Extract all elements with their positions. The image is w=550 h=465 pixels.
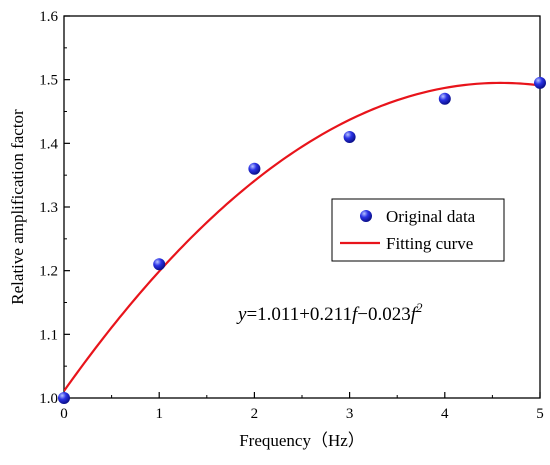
data-point — [534, 76, 546, 89]
x-tick-label: 5 — [536, 406, 544, 422]
legend: Original data Fitting curve — [331, 198, 505, 262]
y-tick-label: 1.0 — [39, 391, 58, 407]
y-tick-label: 1.5 — [39, 73, 58, 89]
y-axis-label: Relative amplification factor — [8, 109, 27, 305]
data-point — [153, 258, 166, 271]
eq-y-var: y — [236, 304, 247, 325]
x-tick-label: 0 — [60, 406, 68, 422]
y-tick-label: 1.6 — [39, 9, 58, 25]
data-point — [343, 130, 356, 143]
eq-part-2: −0.023 — [357, 304, 410, 325]
legend-label-fitting-curve: Fitting curve — [386, 234, 473, 253]
original-data-points — [58, 76, 546, 404]
fit-equation: y=1.011+0.211f−0.023f2 — [236, 300, 423, 325]
data-point — [248, 162, 261, 175]
y-tick-label: 1.4 — [39, 136, 58, 152]
x-tick-label: 4 — [441, 406, 449, 422]
legend-marker-original-data — [360, 210, 372, 222]
eq-f-linear: f — [352, 304, 360, 325]
fitting-curve-line — [64, 81, 540, 392]
y-tick-label: 1.1 — [39, 327, 58, 343]
y-axis-ticks: 1.0 1.1 1.2 1.3 1.4 1.5 1.6 — [39, 9, 70, 407]
x-tick-label: 3 — [346, 406, 354, 422]
legend-box — [331, 198, 505, 262]
x-tick-label: 1 — [155, 406, 163, 422]
data-point — [438, 92, 451, 105]
eq-f-quadratic: f — [411, 304, 419, 325]
eq-exponent: 2 — [416, 300, 423, 315]
legend-label-original-data: Original data — [386, 207, 476, 226]
data-point — [58, 392, 70, 404]
x-tick-label: 2 — [251, 406, 259, 422]
y-tick-label: 1.3 — [39, 200, 58, 216]
eq-part-1: =1.011+0.211 — [246, 304, 352, 325]
y-tick-label: 1.2 — [39, 264, 58, 280]
x-axis-ticks: 0 1 2 3 4 5 — [60, 392, 544, 422]
x-axis-label: Frequency（Hz） — [239, 431, 365, 450]
